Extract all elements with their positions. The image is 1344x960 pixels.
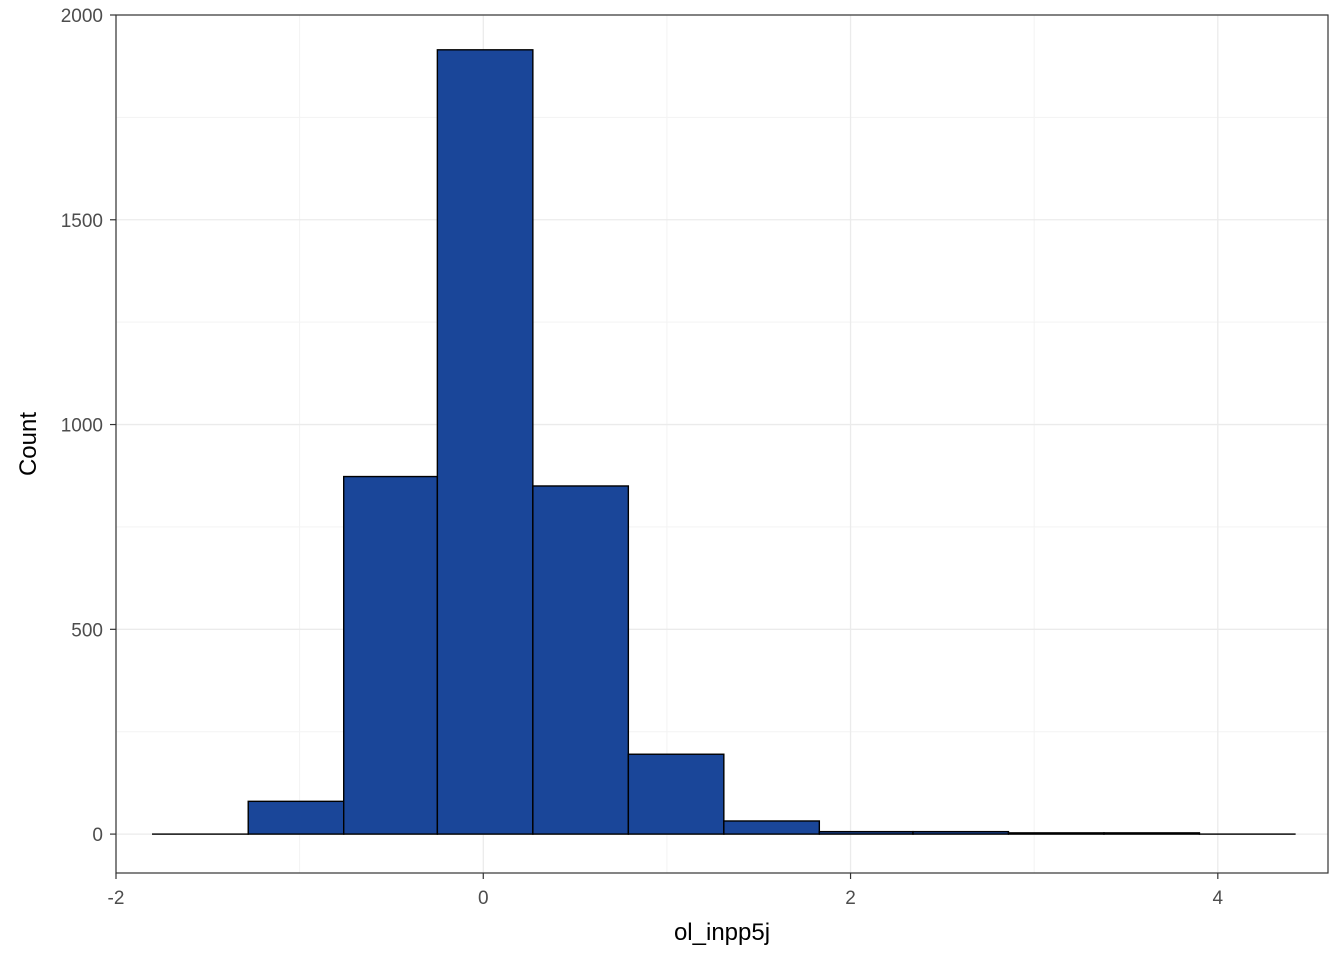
y-tick-label: 0: [92, 825, 103, 846]
histogram-bar: [1007, 832, 1105, 835]
minor-gridlines: [116, 15, 1328, 873]
histogram-bar: [723, 820, 821, 835]
histogram-bar: [343, 475, 439, 835]
histogram-bar: [818, 830, 914, 835]
x-tick-label: 2: [845, 888, 856, 909]
y-tick-label: 1000: [61, 416, 103, 437]
y-axis: 0 500 1000 1500 2000: [61, 6, 116, 846]
x-axis-title: ol_inpp5j: [674, 919, 770, 946]
major-gridlines: [115, 14, 1328, 873]
histogram-bar: [1103, 832, 1201, 835]
y-tick-label: 2000: [61, 6, 103, 27]
y-axis-title: Count: [15, 412, 42, 476]
histogram-bars: [152, 49, 1296, 835]
x-tick-label: 0: [478, 888, 489, 909]
x-tick-label: -2: [108, 888, 125, 909]
x-axis: -2 0 2 4: [108, 873, 1224, 909]
y-tick-label: 1500: [61, 211, 103, 232]
y-tick-label: 500: [71, 620, 103, 641]
x-tick-label: 4: [1213, 888, 1224, 909]
histogram-bar: [627, 753, 725, 835]
histogram-bar: [532, 485, 630, 835]
panel-border: [115, 14, 1329, 874]
histogram-bar: [247, 800, 345, 835]
histogram-bar: [436, 49, 534, 835]
histogram-bar: [912, 830, 1010, 835]
